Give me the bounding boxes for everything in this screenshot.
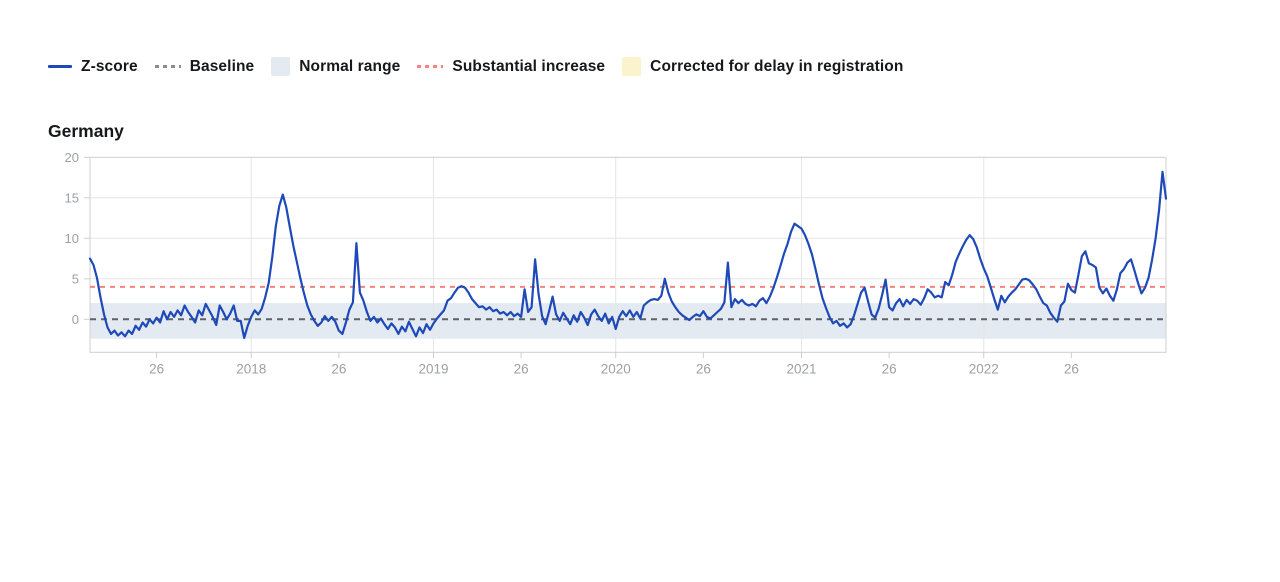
x-axis-label: 2022 [969, 361, 999, 376]
legend-label-baseline: Baseline [189, 57, 255, 75]
legend-item-baseline: Baseline [154, 57, 255, 76]
x-axis-label: 26 [331, 361, 346, 376]
legend-label-zscore: Z-score [81, 57, 138, 75]
x-axis-label: 2019 [418, 361, 448, 376]
plot-border [89, 156, 1167, 353]
corrected-delay-box-swatch-icon [622, 57, 642, 76]
y-axis-label: 10 [65, 231, 79, 246]
y-axis-label: 15 [65, 190, 79, 205]
x-axis-label: 2020 [601, 361, 631, 376]
baseline-dotted-swatch-icon [154, 65, 181, 68]
normal-range-band [90, 303, 1166, 339]
legend-item-substantial-increase: Substantial increase [417, 58, 605, 76]
x-axis-label: 2021 [786, 361, 816, 376]
zscore-series-line [88, 170, 1168, 339]
legend-label-substantial-increase: Substantial increase [452, 57, 606, 75]
zscore-time-series-chart: 0 5 10 15 20 26 2018 26 2019 26 2020 26 2021 26 2022 26 [65, 150, 1168, 376]
x-axis-label: 26 [149, 361, 164, 376]
legend-item-normal-range: Normal range [271, 57, 400, 76]
x-axis-label: 26 [696, 361, 711, 376]
legend-item-zscore: Z-score [48, 58, 138, 76]
legend-label-normal-range: Normal range [299, 57, 401, 75]
legend-item-corrected: Corrected for delay in registration [622, 57, 903, 76]
substantial-increase-dotted-swatch-icon [417, 65, 444, 68]
y-axis-label: 0 [72, 312, 79, 327]
x-axis-label: 26 [882, 361, 897, 376]
x-axis-label: 2018 [236, 361, 266, 376]
zscore-line-swatch-icon [48, 65, 72, 68]
y-axis-label: 5 [72, 271, 79, 286]
x-axis-label: 26 [514, 361, 529, 376]
y-axis-label: 20 [65, 150, 79, 165]
legend-label-corrected: Corrected for delay in registration [650, 57, 904, 75]
country-chart-title: Germany [48, 121, 124, 141]
normal-range-box-swatch-icon [271, 57, 291, 76]
chart-legend: Z-score Baseline Normal range Substantia… [48, 57, 903, 76]
x-axis-label: 26 [1064, 361, 1079, 376]
